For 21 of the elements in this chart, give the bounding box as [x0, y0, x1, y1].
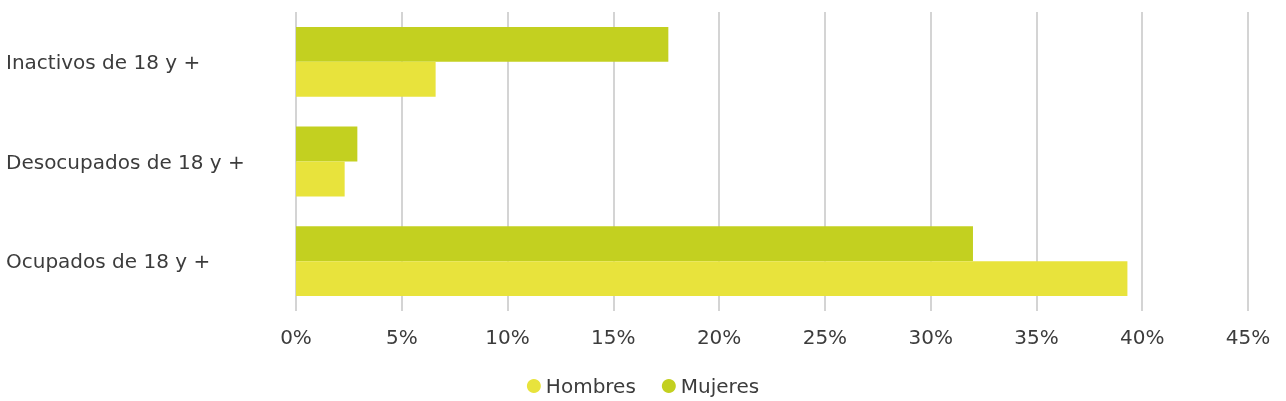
legend-label: Hombres — [545, 374, 636, 398]
x-tick-label: 10% — [485, 325, 530, 349]
y-tick-label: Desocupados de 18 y + — [6, 149, 245, 174]
bar — [296, 161, 345, 197]
bar — [296, 126, 358, 162]
bar — [296, 61, 436, 97]
x-tick-label: 25% — [802, 325, 848, 349]
x-tick-label: 15% — [591, 325, 636, 349]
x-tick-label: 35% — [1014, 325, 1059, 349]
legend-label: Mujeres — [680, 374, 760, 398]
bar — [296, 226, 973, 262]
x-tick-label: 5% — [385, 325, 418, 349]
y-tick-label: Ocupados de 18 y + — [6, 249, 211, 274]
x-tick-label: 20% — [696, 325, 742, 349]
bar — [296, 26, 669, 62]
bar — [296, 261, 1128, 297]
x-tick-label: 45% — [1225, 325, 1271, 349]
x-tick-label: 30% — [908, 325, 953, 349]
y-tick-label: Inactivos de 18 y + — [6, 49, 201, 74]
x-tick-label: 0% — [280, 325, 312, 349]
x-tick-label: 40% — [1120, 325, 1165, 349]
